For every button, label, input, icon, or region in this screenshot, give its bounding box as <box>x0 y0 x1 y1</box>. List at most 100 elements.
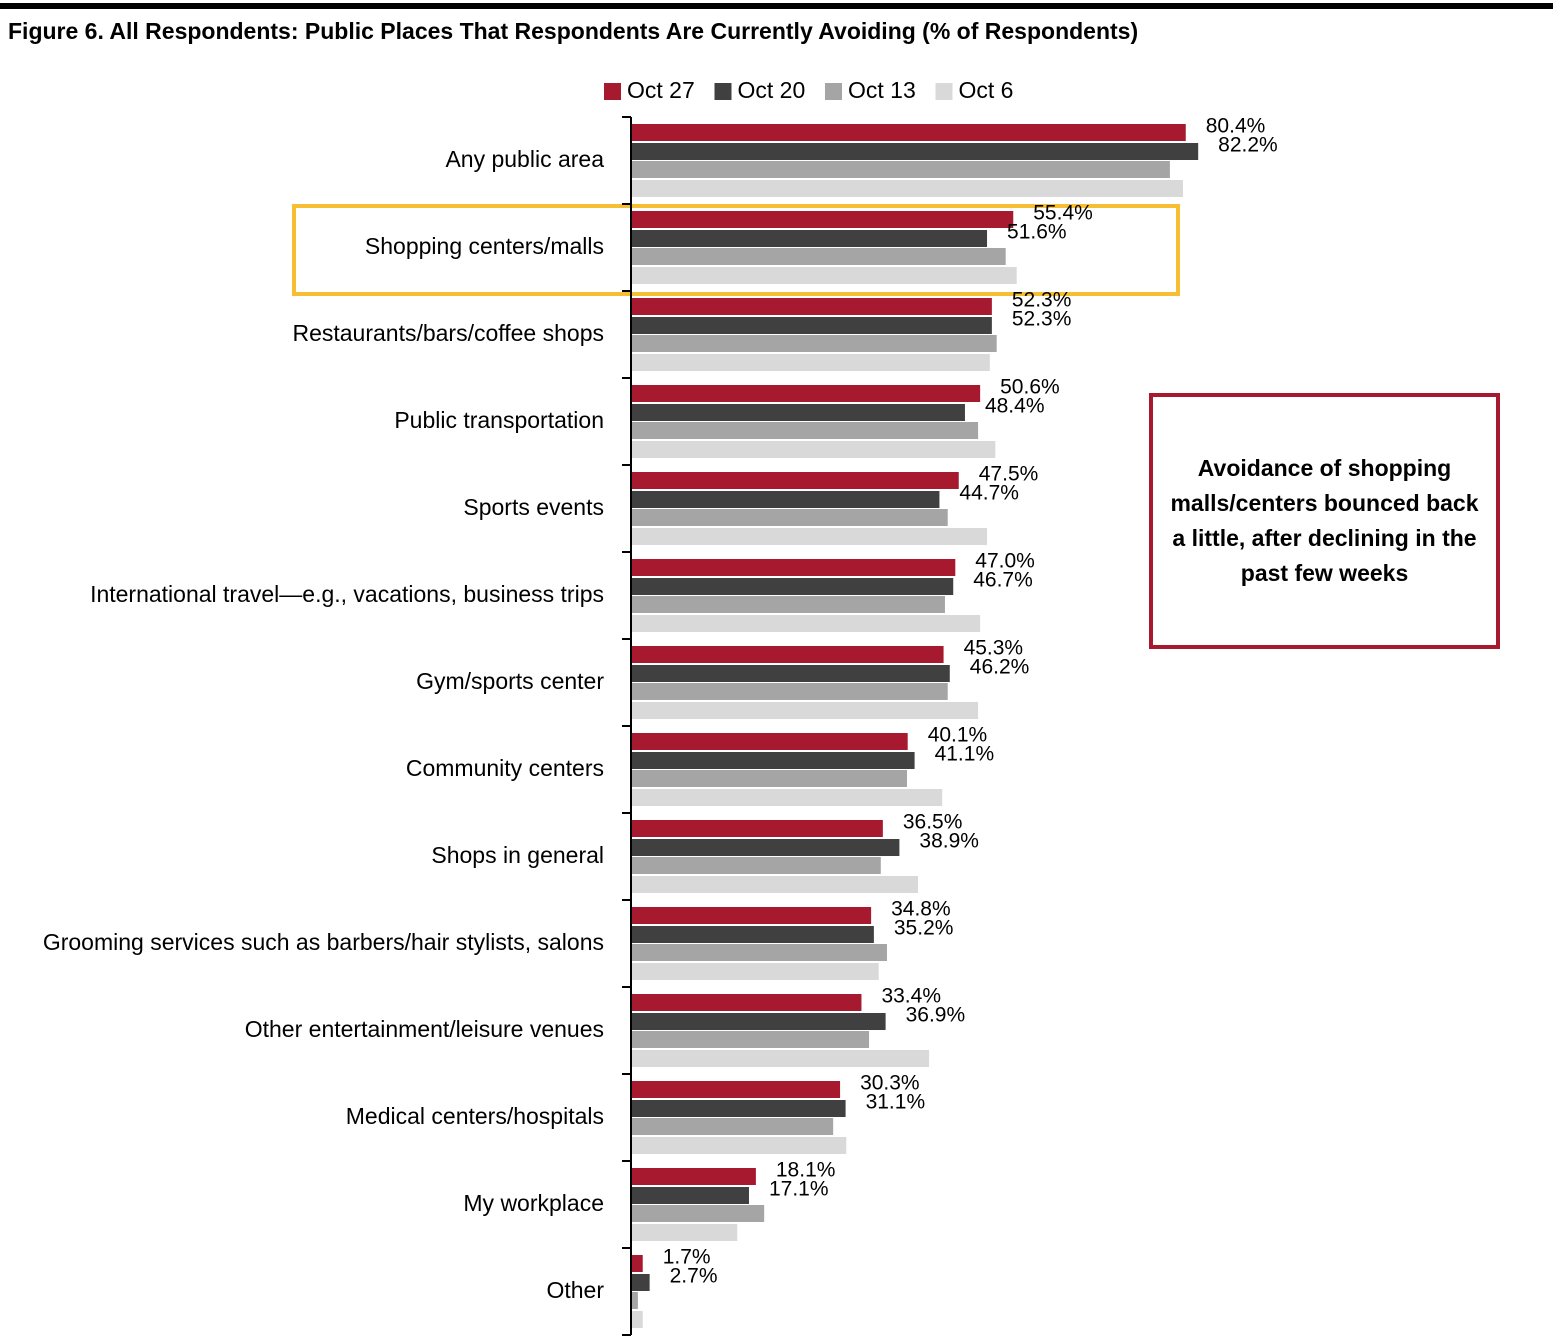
bar <box>631 944 887 961</box>
data-label: 80.4% <box>1206 115 1266 138</box>
bar <box>631 1274 650 1291</box>
bar <box>631 385 981 402</box>
data-label: 30.3% <box>860 1072 920 1095</box>
category-label: Sports events <box>463 494 604 520</box>
category-label: International travel—e.g., vacations, bu… <box>90 581 604 607</box>
data-label: 44.7% <box>959 482 1019 505</box>
bar <box>631 876 919 893</box>
data-label: 34.8% <box>891 898 951 921</box>
bar <box>631 267 1017 284</box>
data-label: 52.3% <box>1012 308 1072 331</box>
data-label: 50.6% <box>1000 376 1060 399</box>
bar <box>631 770 907 787</box>
bar <box>631 839 900 856</box>
legend-swatch <box>604 83 621 100</box>
bar <box>631 491 940 508</box>
bar <box>631 665 950 682</box>
category-label: My workplace <box>463 1190 604 1216</box>
bar <box>631 1168 756 1185</box>
legend-label: Oct 13 <box>848 77 916 103</box>
bar <box>631 1255 643 1272</box>
bar <box>631 733 908 750</box>
category-label: Community centers <box>405 755 604 781</box>
bar <box>631 1205 765 1222</box>
bar <box>631 1187 749 1204</box>
category-label: Grooming services such as barbers/hair s… <box>42 929 604 955</box>
data-label: 40.1% <box>928 724 988 747</box>
bar <box>631 509 948 526</box>
data-label: 47.5% <box>979 463 1039 486</box>
bar <box>631 1100 846 1117</box>
bar <box>631 124 1186 141</box>
bar <box>631 857 881 874</box>
bar <box>631 1050 930 1067</box>
data-label: 48.4% <box>985 395 1045 418</box>
data-label: 51.6% <box>1007 221 1067 244</box>
bar <box>631 559 956 576</box>
legend-label: Oct 6 <box>959 77 1014 103</box>
bar <box>631 994 862 1011</box>
annotation: Avoidance of shopping malls/centers boun… <box>1149 393 1500 649</box>
data-label: 31.1% <box>866 1091 926 1114</box>
bar <box>631 1081 841 1098</box>
category-label: Any public area <box>445 146 604 172</box>
bar <box>631 335 997 352</box>
data-label: 46.2% <box>970 656 1030 679</box>
legend-label: Oct 20 <box>738 77 806 103</box>
category-label: Public transportation <box>394 407 604 433</box>
data-label: 36.5% <box>903 811 963 834</box>
category-label: Gym/sports center <box>416 668 604 694</box>
bar <box>631 211 1014 228</box>
bar <box>631 1031 870 1048</box>
bar <box>631 615 981 632</box>
bar <box>631 752 915 769</box>
data-label: 2.7% <box>670 1265 718 1288</box>
data-label: 55.4% <box>1033 202 1093 225</box>
category-label: Shops in general <box>431 842 604 868</box>
bar <box>631 683 948 700</box>
bar <box>631 1013 886 1030</box>
bar <box>631 702 979 719</box>
bar <box>631 963 879 980</box>
bar <box>631 317 992 334</box>
legend-label: Oct 27 <box>627 77 695 103</box>
data-label: 82.2% <box>1218 134 1278 157</box>
data-label: 41.1% <box>935 743 995 766</box>
category-label: Shopping centers/malls <box>364 233 604 259</box>
bar <box>631 820 883 837</box>
bar <box>631 578 954 595</box>
bar <box>631 354 990 371</box>
data-label: 36.9% <box>906 1004 966 1027</box>
legend-swatch <box>714 83 732 100</box>
bar <box>631 1118 834 1135</box>
data-label: 46.7% <box>973 569 1033 592</box>
bar <box>631 789 943 806</box>
data-label: 17.1% <box>769 1178 829 1201</box>
top-rule <box>0 3 1553 9</box>
category-label: Other <box>546 1277 604 1303</box>
data-label: 33.4% <box>881 985 941 1008</box>
highlight-box <box>292 204 1180 296</box>
data-label: 47.0% <box>975 550 1035 573</box>
bar <box>631 422 979 439</box>
data-label: 35.2% <box>894 917 954 940</box>
bar <box>631 1137 847 1154</box>
bar <box>631 404 965 421</box>
bar <box>631 528 988 545</box>
category-label: Other entertainment/leisure venues <box>244 1016 604 1042</box>
bar <box>631 1311 643 1328</box>
data-label: 45.3% <box>964 637 1024 660</box>
bar <box>631 646 944 663</box>
category-label: Medical centers/hospitals <box>345 1103 604 1129</box>
bar <box>631 248 1006 265</box>
data-label: 38.9% <box>919 830 979 853</box>
bar <box>631 907 872 924</box>
bar <box>631 1224 738 1241</box>
bar <box>631 1292 638 1309</box>
data-label: 1.7% <box>663 1246 711 1269</box>
bar <box>631 441 996 458</box>
legend-swatch <box>825 83 842 100</box>
data-label: 52.3% <box>1012 289 1072 312</box>
legend-swatch <box>935 83 953 100</box>
